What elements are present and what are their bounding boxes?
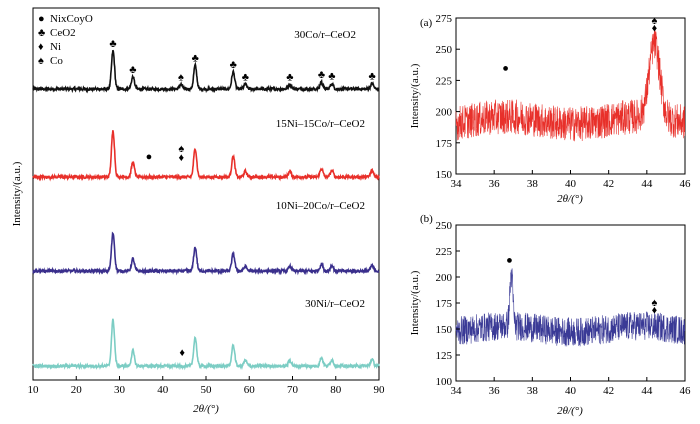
pa-y-tick-label: 225 [436,75,453,87]
main-peak-marker: ♠ [178,143,184,155]
main-peak-marker: ♣ [328,71,335,83]
pb-x-tick-label: 44 [641,385,653,397]
pa-y-tick-label: 200 [436,107,453,119]
main-peak-marker: ♠ [178,71,184,83]
pa-y-tick-label: 175 [436,138,453,150]
pb-x-tick-label: 46 [680,385,692,397]
pa-peak-marker: ♠ [652,15,658,27]
main-x-tick-label: 50 [201,384,213,396]
legend-label: Ni [50,41,61,53]
pb-x-tick-label: 36 [489,385,501,397]
main-peak-marker: ♣ [242,71,249,83]
legend-marker: ● [38,13,45,25]
pa-y-tick-label: 150 [436,169,453,181]
pb-x-tick-label: 34 [451,385,463,397]
panel-a-frame [455,17,686,175]
legend-marker: ♣ [38,27,45,39]
main-x-tick-label: 40 [157,384,169,396]
main-peak-marker: ♣ [192,52,199,64]
pa-series-line [455,27,686,142]
pb-y-tick-label: 200 [436,272,453,284]
legend-marker: ♦ [38,41,44,53]
pa-x-tick-label: 34 [451,178,463,190]
panel-a: 34 36 38 40 42 44 46 150 175 200 225 250 275 (a) Int… [409,13,691,205]
pb-y-tick-label: 250 [436,220,453,232]
pb-y-tick-label: 125 [436,350,453,362]
main-x-tick-label: 30 [114,384,126,396]
legend-label: NixCoyO [50,13,93,25]
pb-y-tick-label: 175 [436,298,453,310]
main-xrd-panel: 10 20 30 40 50 60 70 80 90 Intensity/(a.u.) 2θ/(… [11,7,386,415]
main-x-tick-label: 90 [374,384,386,396]
main-x-tick-label: 80 [330,384,342,396]
panel-a-y-axis-label: Intensity/(a.u.) [409,63,421,128]
main-x-tick-label: 60 [244,384,256,396]
legend-label: CeO2 [50,27,76,39]
panel-b-label: (b) [420,213,433,225]
main-peak-marker: ♦ [179,152,185,164]
main-peak-marker: ♦ [179,347,185,359]
panel-a-label: (a) [420,17,433,29]
main-series-line [32,318,380,371]
main-series-name: 30Ni/r–CeO2 [305,298,365,310]
panel-a-x-axis-label: 2θ/(°) [557,193,583,205]
pb-y-tick-label: 150 [436,324,453,336]
main-peak-marker: ♣ [109,38,116,50]
pa-peak-marker: ♦ [652,23,658,35]
pa-x-tick-label: 42 [603,178,614,190]
pb-peak-marker: ♠ [652,297,658,309]
main-series-name: 30Co/r–CeO2 [294,29,356,41]
main-series-name: 10Ni–20Co/r–CeO2 [276,200,365,212]
legend-marker: ♠ [38,55,44,67]
pb-y-tick-label: 100 [436,376,453,388]
main-series-line [32,231,380,276]
main-plot-frame [32,7,380,381]
pb-x-tick-label: 38 [527,385,539,397]
main-x-tick-label: 10 [28,384,40,396]
main-x-tick-label: 70 [287,384,299,396]
main-series-line [32,130,380,182]
main-peak-marker: ♣ [286,71,293,83]
pa-x-tick-label: 38 [527,178,539,190]
main-peak-marker: ♣ [368,71,375,83]
pa-peak-marker: ● [502,63,509,75]
main-series-name: 15Ni–15Co/r–CeO2 [276,118,365,130]
pb-y-tick-label: 225 [436,246,453,258]
main-series-line [32,49,380,94]
pb-x-tick-label: 42 [603,385,614,397]
pa-x-tick-label: 36 [489,178,501,190]
pa-y-tick-label: 250 [436,44,453,56]
pb-x-tick-label: 40 [565,385,577,397]
pb-peak-marker: ♦ [652,304,658,316]
main-x-tick-label: 20 [71,384,83,396]
main-peak-marker: ♣ [318,69,325,81]
main-peak-marker: ♣ [129,64,136,76]
pa-x-tick-label: 44 [641,178,653,190]
main-peak-marker: ● [146,151,153,163]
pb-peak-marker: ● [506,254,513,266]
panel-b-y-axis-label: Intensity/(a.u.) [409,270,421,335]
pa-x-tick-label: 46 [680,178,692,190]
legend-label: Co [50,55,63,67]
pa-x-tick-label: 40 [565,178,577,190]
main-peak-marker: ♣ [230,59,237,71]
pa-y-tick-label: 275 [436,13,453,25]
pb-series-line [455,268,686,347]
main-y-axis-label: Intensity/(a.u.) [11,161,23,226]
main-x-axis-label: 2θ/(°) [193,403,219,415]
panel-b-x-axis-label: 2θ/(°) [557,405,583,417]
